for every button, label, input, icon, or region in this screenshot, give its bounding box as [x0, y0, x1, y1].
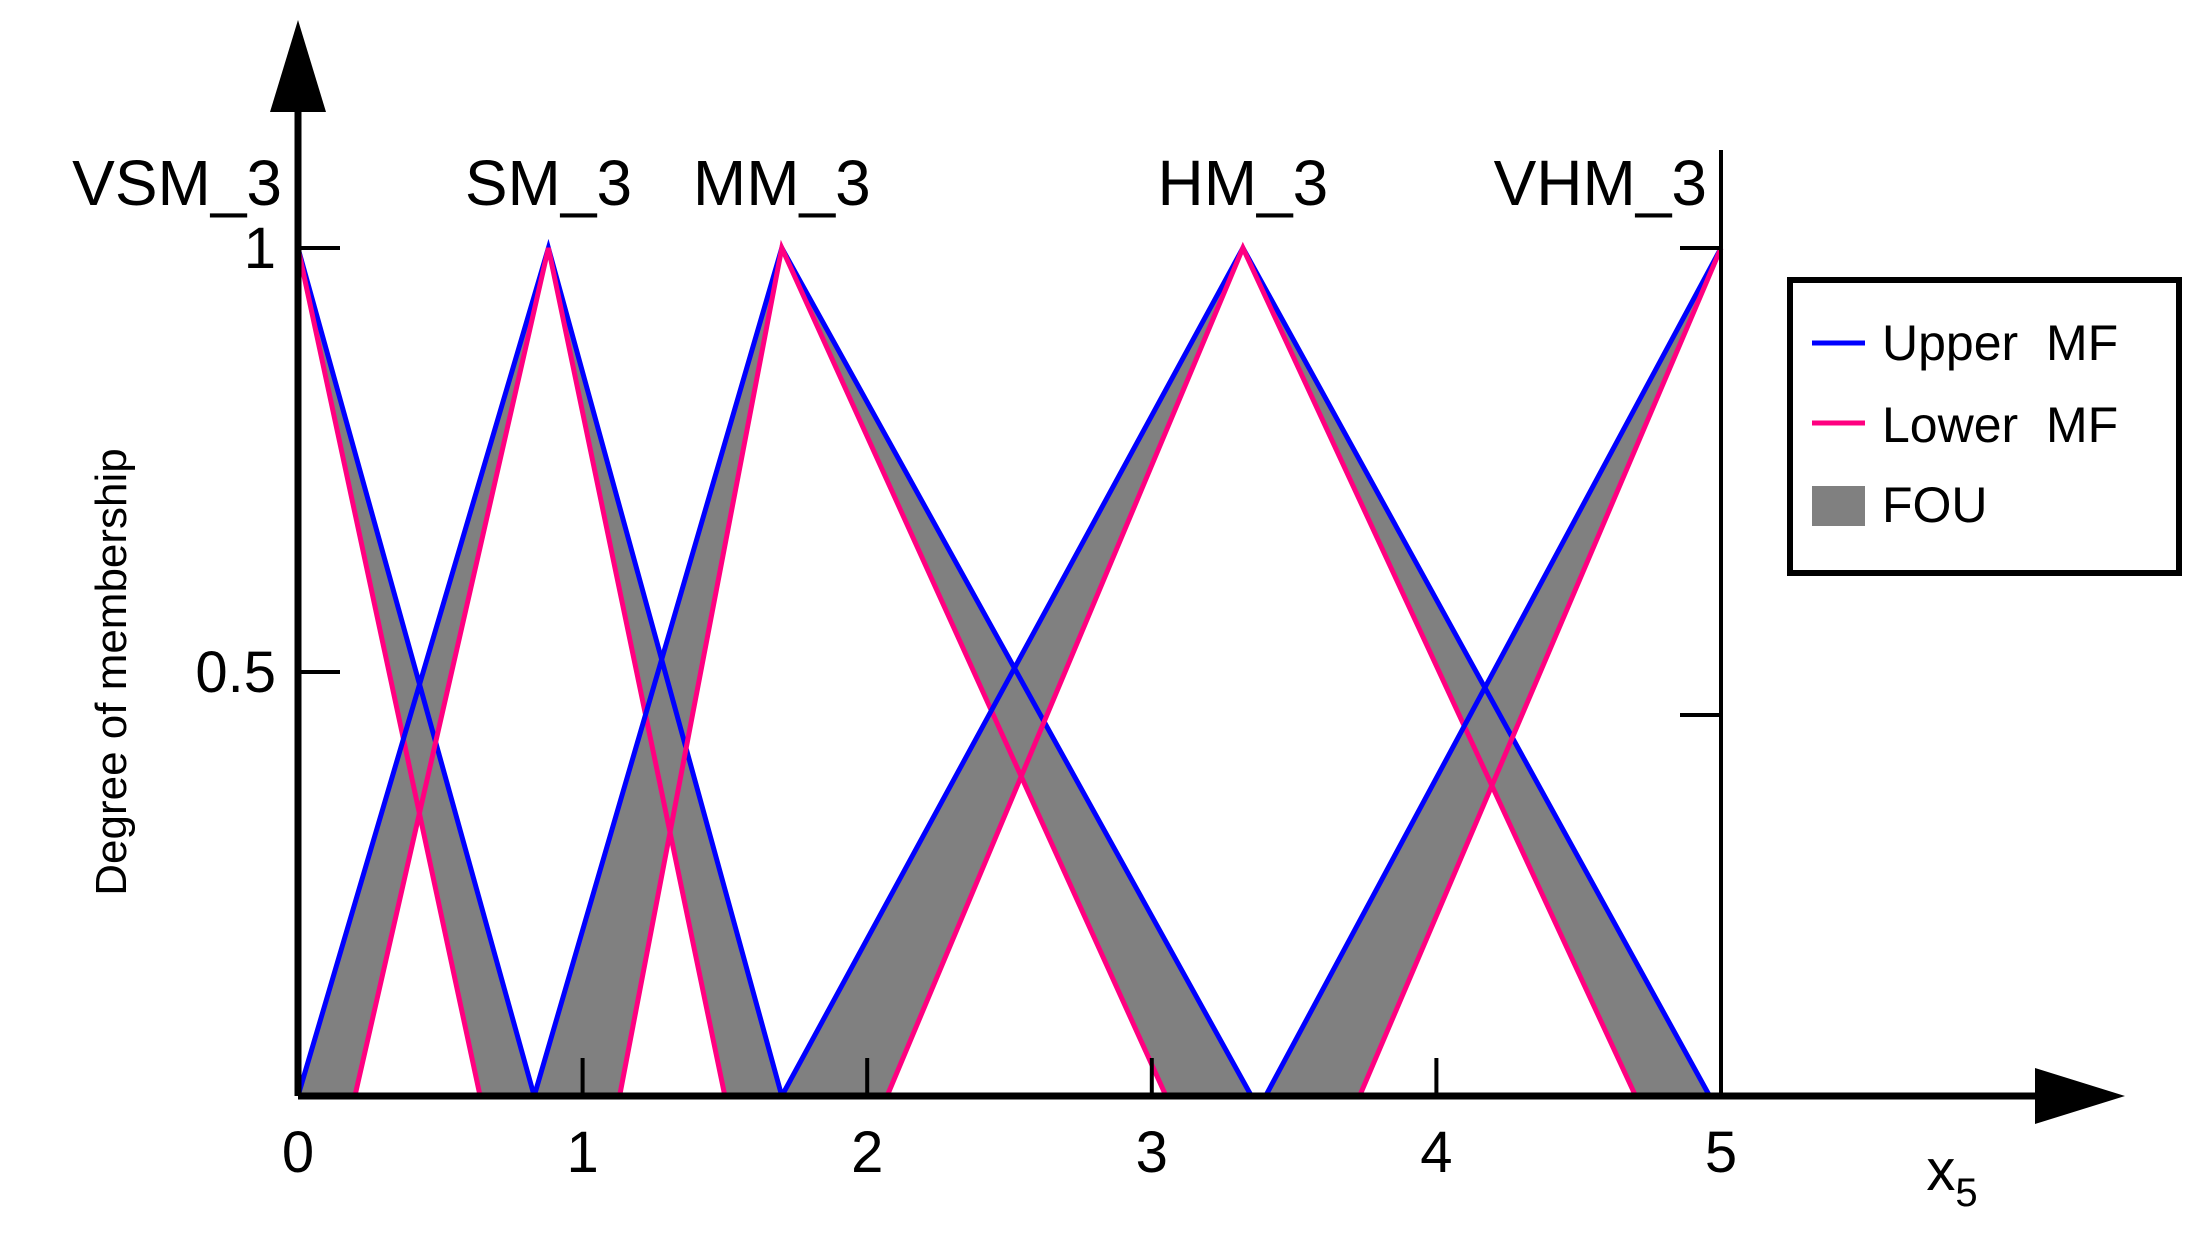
y-axis-arrow [270, 20, 326, 112]
y-tick-label-0.5: 0.5 [195, 640, 276, 705]
legend-lower-label: Lower MF [1882, 397, 2118, 453]
y-ticks: 0.51 [195, 216, 340, 705]
legend: Upper MF Lower MF FOU [1787, 277, 2182, 576]
set-label-sm-3: SM_3 [465, 147, 632, 219]
lower-mf-mm-3 [617, 239, 1169, 1098]
x-tick-label-2: 2 [851, 1120, 883, 1185]
set-label-vsm-3: VSM_3 [72, 147, 282, 219]
x-axis-label-subscript: 5 [1955, 1171, 1977, 1215]
x-tick-label-4: 4 [1420, 1120, 1452, 1185]
x-tick-label-3: 3 [1136, 1120, 1168, 1185]
legend-fou-label: FOU [1882, 477, 1988, 533]
x-tick-label-1: 1 [566, 1120, 598, 1185]
x-axis-label: x5 [1926, 1138, 1977, 1215]
x-tick-label-5: 5 [1705, 1120, 1737, 1185]
fou-region-hm-3 [781, 248, 1710, 1096]
upper-mf-vhm-3 [1263, 246, 1724, 1098]
fou-region-sm-3 [298, 248, 782, 1096]
x-ticks: 0 1 2 3 4 5 [282, 1058, 1737, 1185]
x-axis-label-main: x [1926, 1138, 1955, 1203]
mf-lines-layer [295, 238, 1724, 1098]
x-axis-arrow [2035, 1068, 2125, 1124]
x-tick-label-0: 0 [282, 1120, 314, 1185]
set-label-hm-3: HM_3 [1158, 147, 1329, 219]
set-label-vhm-3: VHM_3 [1494, 147, 1707, 219]
lower-mf-sm-3 [352, 247, 728, 1097]
y-axis-label: Degree of membership [87, 448, 136, 896]
legend-fou-swatch [1812, 486, 1865, 526]
y-tick-label-1: 1 [244, 216, 276, 281]
lower-mf-hm-3 [884, 241, 1638, 1098]
lower-mf-vsm-3 [295, 247, 483, 1097]
set-labels: VSM_3 SM_3 MM_3 HM_3 VHM_3 [72, 147, 1707, 219]
upper-mf-vsm-3 [295, 247, 537, 1097]
legend-upper-label: Upper MF [1882, 315, 2118, 371]
set-label-mm-3: MM_3 [693, 147, 871, 219]
lower-mf-vhm-3 [1357, 247, 1724, 1097]
